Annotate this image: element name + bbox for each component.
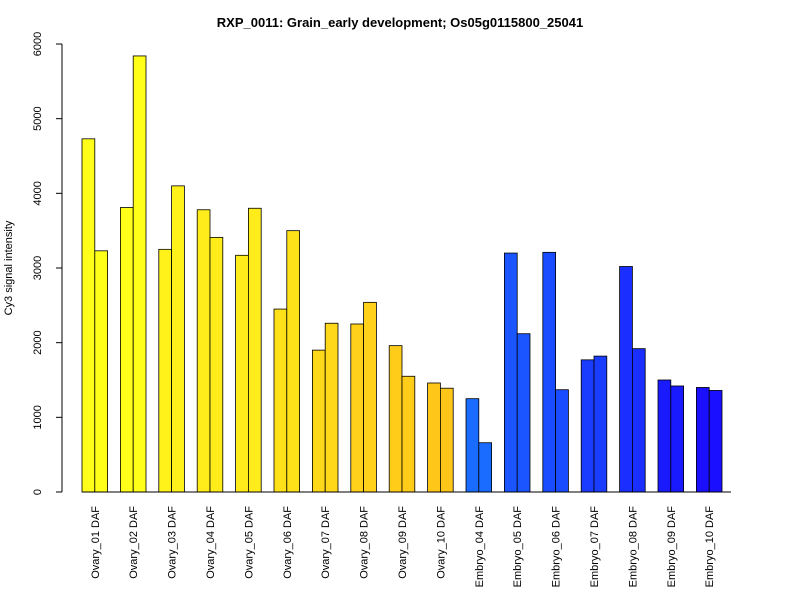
y-tick-label: 3000 [32, 256, 44, 280]
x-tick-label: Ovary_05 DAF [243, 506, 255, 579]
bar [120, 207, 134, 493]
bar [516, 333, 531, 493]
bar [657, 379, 672, 493]
x-tick-label: Embryo_09 DAF [666, 506, 678, 588]
bar [81, 138, 96, 493]
bar [696, 387, 710, 493]
bar [439, 387, 454, 493]
x-tick-label: Ovary_07 DAF [320, 506, 332, 579]
bar [708, 390, 723, 493]
x-tick-label: Ovary_01 DAF [90, 506, 102, 579]
bar [196, 209, 211, 493]
x-tick-label: Embryo_05 DAF [512, 506, 524, 588]
bar [670, 385, 684, 493]
y-axis-label: Cy3 signal intensity [3, 220, 15, 315]
category-labels: Ovary_01 DAF Ovary_02 DAF Ovary_03 DAF Ovar… [90, 506, 716, 588]
bar [503, 252, 518, 493]
bar [247, 207, 262, 493]
y-tick-label: 6000 [32, 32, 44, 56]
bar [542, 251, 556, 493]
bars [81, 55, 723, 493]
bar [235, 254, 249, 493]
x-tick-label: Embryo_04 DAF [474, 506, 486, 588]
x-tick-label: Ovary_08 DAF [359, 506, 371, 579]
x-tick-label: Embryo_06 DAF [551, 506, 563, 588]
x-tick-label: Ovary_02 DAF [128, 506, 140, 579]
x-tick-label: Embryo_10 DAF [704, 506, 716, 588]
bar [273, 308, 288, 493]
chart-title: RXP_0011: Grain_early development; Os05g… [217, 15, 583, 30]
bar [286, 230, 300, 493]
bar [132, 55, 147, 493]
y-axis: 0 1000 2000 3000 4000 5000 6000 [32, 32, 63, 495]
bar [555, 389, 569, 493]
bar [363, 301, 377, 493]
bar [324, 322, 339, 493]
bar [580, 359, 595, 493]
bar [401, 375, 416, 493]
bar [158, 248, 173, 493]
bar [388, 345, 403, 493]
bar [209, 236, 224, 493]
bar [427, 382, 441, 493]
x-tick-label: Embryo_08 DAF [627, 506, 639, 588]
y-tick-label: 2000 [32, 330, 44, 354]
x-tick-label: Ovary_06 DAF [282, 506, 294, 579]
bar [478, 442, 492, 493]
bar [350, 323, 364, 493]
y-tick-label: 0 [32, 489, 44, 495]
y-tick-label: 1000 [32, 405, 44, 429]
bar [311, 349, 326, 493]
x-tick-label: Ovary_04 DAF [205, 506, 217, 579]
x-tick-label: Embryo_07 DAF [589, 506, 601, 588]
bar [593, 355, 608, 493]
bar [632, 348, 646, 493]
x-tick-label: Ovary_09 DAF [397, 506, 409, 579]
y-tick-label: 5000 [32, 106, 44, 130]
y-tick-label: 4000 [32, 181, 44, 205]
bar [171, 185, 185, 493]
bar [465, 398, 480, 493]
x-tick-label: Ovary_10 DAF [435, 506, 447, 579]
x-tick-label: Ovary_03 DAF [167, 506, 179, 579]
bar [619, 266, 633, 493]
bar [94, 250, 109, 493]
